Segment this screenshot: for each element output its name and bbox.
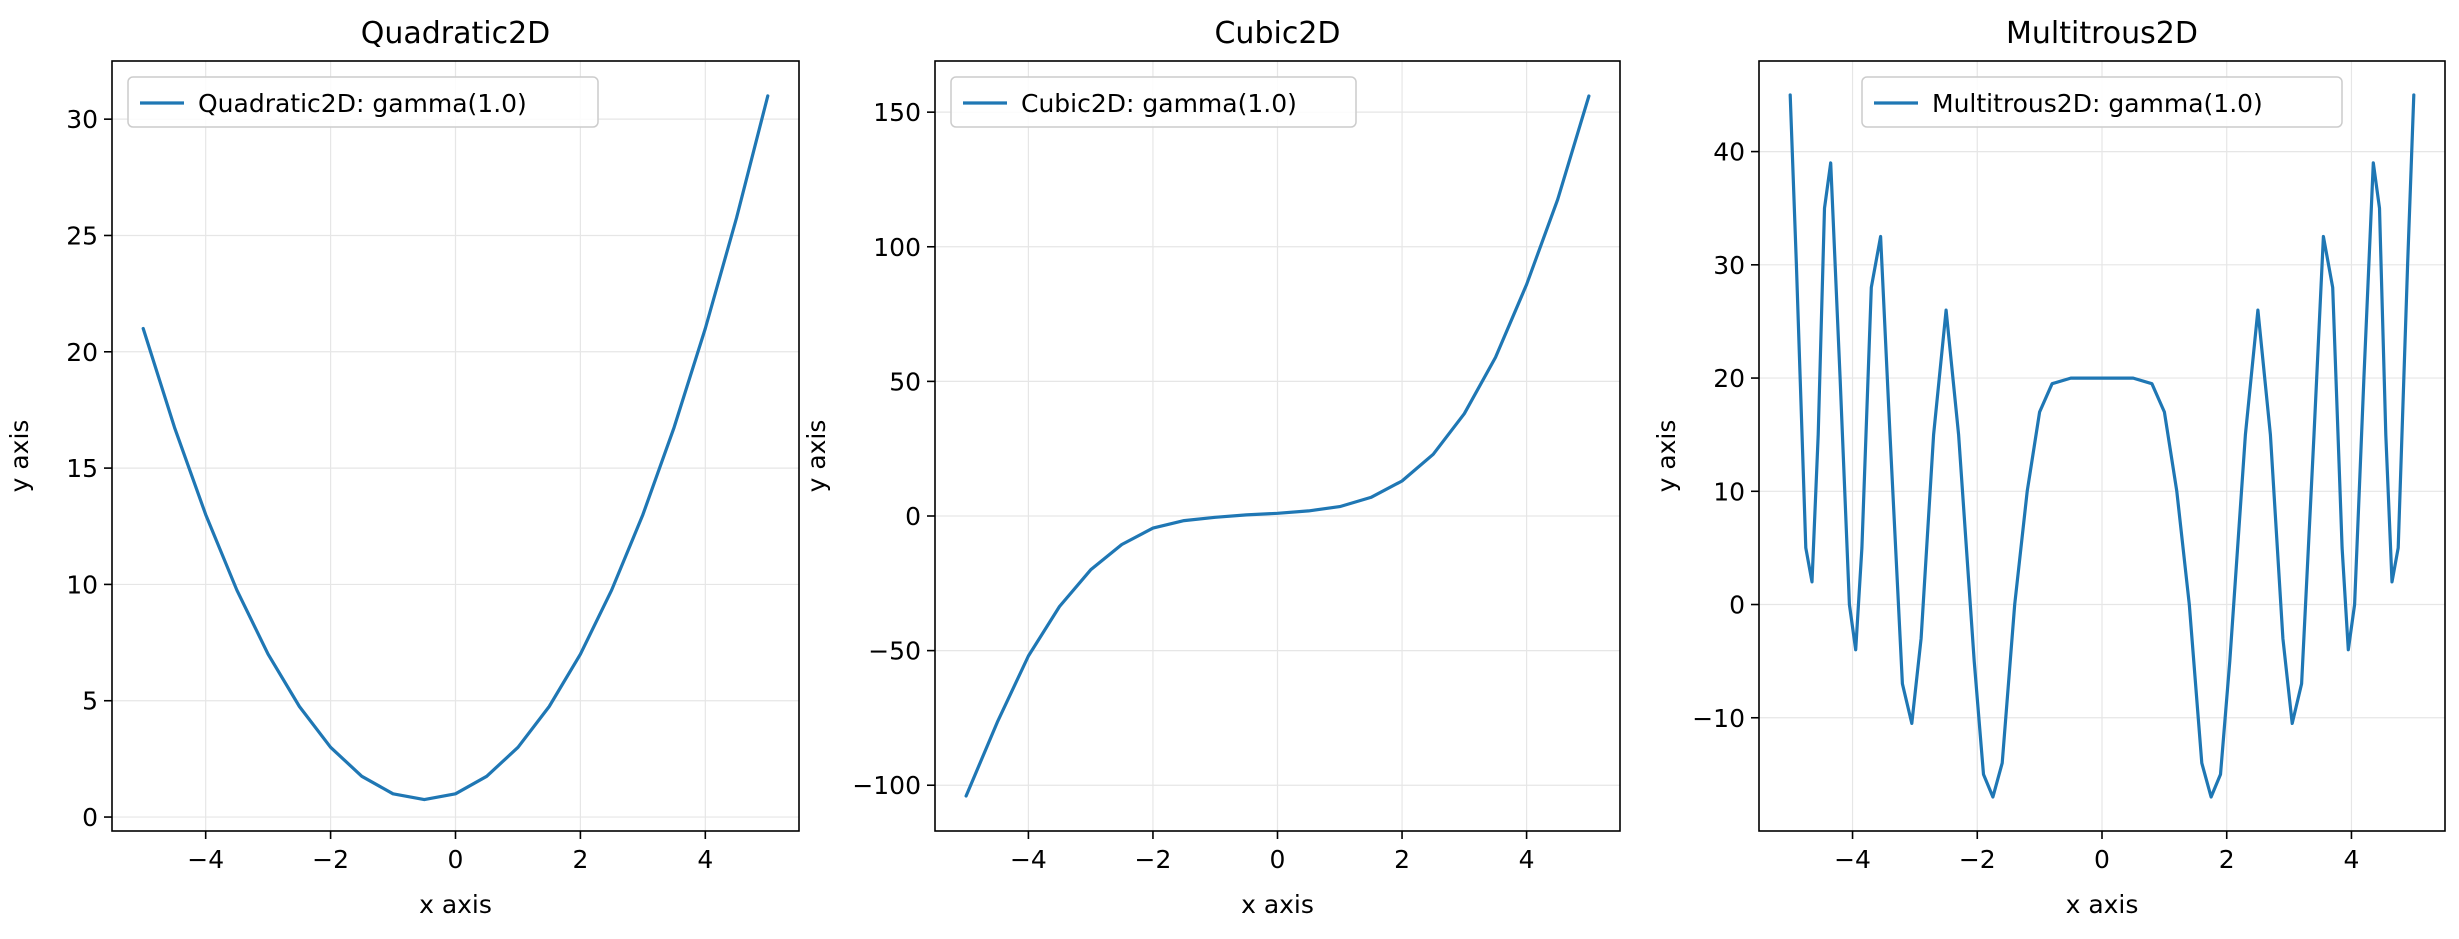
legend-box: [127, 76, 599, 128]
y-axis-label: y axis: [5, 420, 34, 493]
series-line-1: [141, 94, 770, 802]
y-tick-label: 40: [1713, 138, 1745, 167]
chart-panel-2: −4 −2 0 2 4 −100 −50 0 50 100 150 Cubic2D x axis y ax…: [802, 16, 1621, 919]
x-tick-label: 0: [1270, 845, 1286, 874]
x-tick-label: −2: [312, 845, 349, 874]
y-tick-label: −100: [852, 771, 921, 800]
legend-box: [1861, 76, 2343, 128]
y-tick-label: 0: [1729, 591, 1745, 620]
x-axis-label: x axis: [1241, 890, 1314, 919]
y-tick-label: 15: [66, 454, 98, 483]
x-tick-label: 4: [697, 845, 713, 874]
x-tick-label: 2: [2219, 845, 2235, 874]
legend-label: Quadratic2D: gamma(1.0): [198, 89, 527, 118]
x-tick-label: 4: [1519, 845, 1535, 874]
x-tick-label: 2: [1394, 845, 1410, 874]
chart-title: Quadratic2D: [361, 16, 551, 51]
series-line-1: [1788, 93, 2416, 799]
y-tick-label: 10: [1713, 477, 1745, 506]
x-tick-label: 2: [572, 845, 588, 874]
chart-title: Cubic2D: [1214, 16, 1340, 51]
legend: Quadratic2D: gamma(1.0): [127, 76, 599, 128]
y-tick-label: 25: [66, 221, 98, 250]
y-tick-label: 20: [1713, 364, 1745, 393]
y-axis-label: y axis: [802, 420, 831, 493]
x-tick-label: 0: [2094, 845, 2110, 874]
series-line-1: [964, 94, 1591, 798]
x-tick-label: −2: [1135, 845, 1172, 874]
legend-box: [950, 76, 1357, 128]
x-axis-label: x axis: [419, 890, 492, 919]
y-tick-label: 30: [1713, 251, 1745, 280]
y-tick-label: 20: [66, 338, 98, 367]
x-tick-label: 0: [448, 845, 464, 874]
chart-panel-1: −4 −2 0 2 4 0 5 10 15 20 25 30 Quadratic2D x axis y ax…: [5, 16, 800, 919]
y-tick-label: 150: [873, 98, 921, 127]
legend: Multitrous2D: gamma(1.0): [1861, 76, 2343, 128]
y-tick-label: 0: [905, 502, 921, 531]
x-tick-label: −4: [1834, 845, 1871, 874]
legend: Cubic2D: gamma(1.0): [950, 76, 1357, 128]
y-axis-label: y axis: [1652, 420, 1681, 493]
y-tick-label: −50: [868, 637, 921, 666]
y-tick-label: 10: [66, 570, 98, 599]
x-tick-label: −4: [1010, 845, 1047, 874]
x-tick-label: 4: [2344, 845, 2360, 874]
y-tick-label: 100: [873, 233, 921, 262]
legend-label: Multitrous2D: gamma(1.0): [1932, 89, 2263, 118]
y-tick-label: 50: [889, 367, 921, 396]
chart-title: Multitrous2D: [2006, 16, 2198, 51]
x-tick-label: −2: [1959, 845, 1996, 874]
chart-panel-3: −4 −2 0 2 4 −10 0 10 20 30 40 Multitrous2D x axis y a…: [1652, 16, 2446, 919]
y-tick-label: 0: [82, 803, 98, 832]
x-axis-label: x axis: [2066, 890, 2139, 919]
x-tick-label: −4: [187, 845, 224, 874]
y-tick-label: 30: [66, 105, 98, 134]
y-tick-label: 5: [82, 687, 98, 716]
legend-label: Cubic2D: gamma(1.0): [1021, 89, 1297, 118]
y-tick-label: −10: [1692, 704, 1745, 733]
